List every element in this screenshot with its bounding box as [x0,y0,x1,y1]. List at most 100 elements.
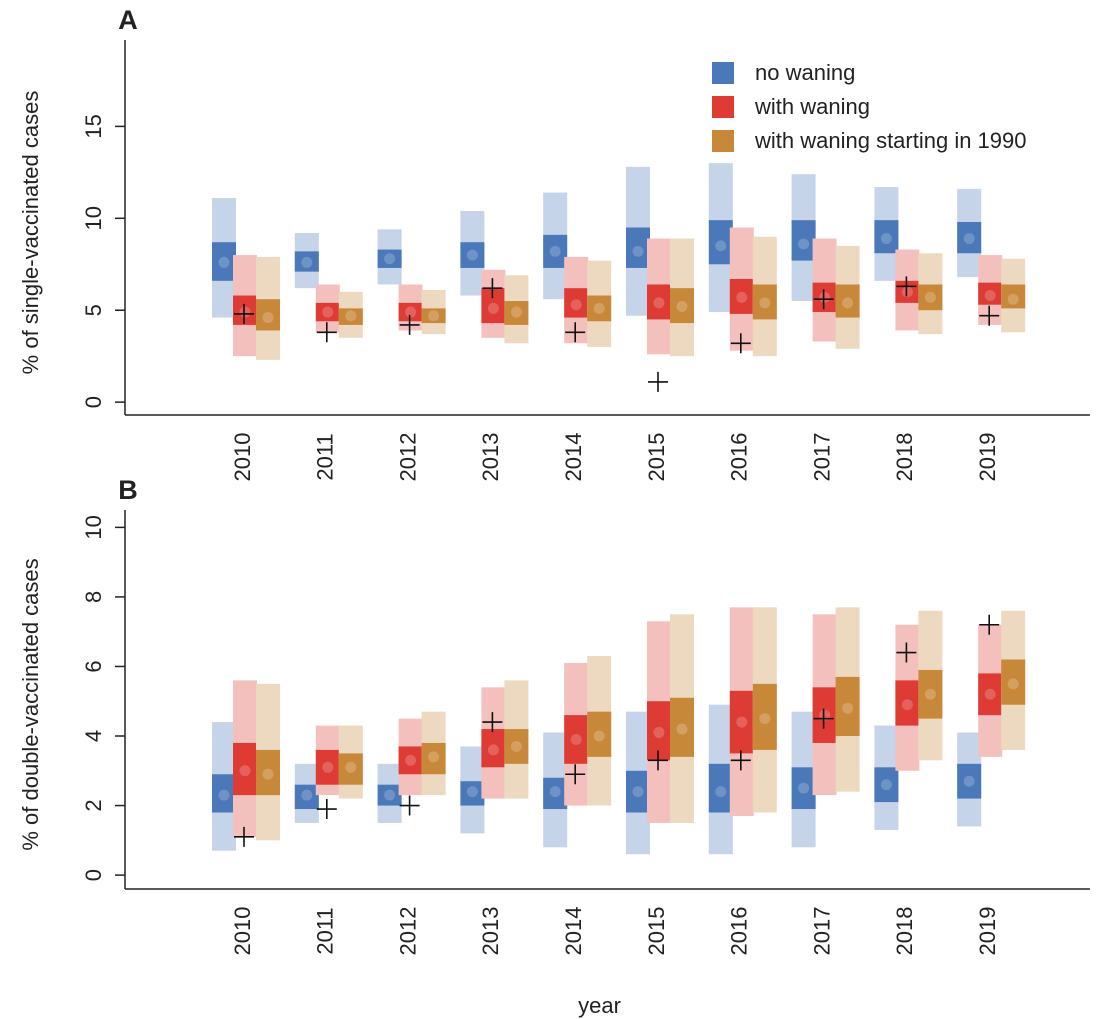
observed-point [730,750,751,771]
observed-point [565,764,586,785]
y-axis-label: % of single-vaccinated cases [18,91,43,375]
median-point [570,299,582,311]
x-tick-label: 2013 [478,907,503,956]
x-tick-label: 2016 [727,433,752,482]
series [256,607,1026,841]
median-point [301,789,313,801]
median-point [736,716,748,728]
median-point [901,286,913,298]
panel-label: B [118,475,138,505]
x-tick-label: 2015 [644,433,669,482]
x-tick-label: 2019 [975,433,1000,482]
median-point [963,775,975,787]
median-point [322,761,334,773]
y-tick-label: 0 [81,396,106,408]
observed-point [234,826,254,847]
observed-point [399,314,420,335]
median-point [487,744,499,756]
observed-point [482,712,503,733]
median-point [593,302,605,314]
x-tick-label: 2011 [313,907,338,954]
x-tick-label: 2014 [561,907,586,956]
x-tick-label: 2017 [809,907,834,956]
x-tick-label: 2013 [478,433,503,482]
median-point [262,312,274,324]
median-point [924,291,936,303]
median-point [322,306,334,318]
observed-point [813,289,834,310]
median-point [262,768,274,780]
median-point [239,765,251,777]
legend-swatch [712,96,734,118]
observed-point [316,799,337,820]
x-tick-label: 2015 [644,907,669,956]
median-point [301,256,313,268]
x-tick-label: 2011 [313,433,338,480]
median-point [653,297,665,309]
legend-swatch [712,62,734,84]
median-point [510,306,522,318]
median-point [570,733,582,745]
y-axis-label: % of double-vaccinated cases [18,558,43,850]
median-point [924,688,936,700]
median-point [653,727,665,739]
series [212,163,982,318]
y-tick-label: 2 [81,799,106,811]
median-point [963,233,975,245]
median-point [345,761,357,773]
median-point [759,297,771,309]
observed-point [482,278,503,299]
median-point [984,688,996,700]
median-point [880,779,892,791]
median-point [736,291,748,303]
median-point [632,786,644,798]
median-point [798,238,810,250]
median-point [676,301,688,313]
median-point [384,253,396,265]
y-tick-label: 10 [81,206,106,230]
x-tick-label: 2012 [395,907,420,956]
median-point [239,306,251,318]
median-point [819,291,831,303]
observed-point [648,750,668,771]
observed-point [565,322,586,343]
median-point [405,306,417,318]
legend-label: no waning [755,60,855,85]
observed-point [316,322,337,343]
median-point [428,751,440,763]
y-tick-label: 0 [81,869,106,881]
legend-label: with waning [754,94,870,119]
panel-label: A [118,5,138,35]
series [256,236,1026,360]
x-tick-label: 2010 [230,907,255,956]
median-point [218,256,230,268]
x-tick-label: 2012 [395,433,420,482]
median-point [632,245,644,257]
median-point [759,713,771,725]
y-tick-label: 8 [81,591,106,603]
legend-swatch [712,130,734,152]
observed-point [234,303,254,324]
median-point [842,297,854,309]
median-point [1007,293,1019,305]
observed-point [896,276,917,297]
median-point [510,740,522,752]
median-point [428,310,440,322]
observed-point [896,642,917,663]
y-tick-label: 5 [81,304,106,316]
median-point [676,723,688,735]
median-point [715,786,727,798]
observed-point [813,708,834,729]
median-point [487,302,499,314]
observed-point [730,333,751,354]
median-point [1007,678,1019,690]
median-point [384,789,396,801]
observed-point [399,795,420,816]
legend-label: with waning starting in 1990 [754,128,1027,153]
median-point [798,782,810,794]
x-axis-label: year [578,993,621,1018]
y-tick-label: 10 [81,515,106,539]
x-tick-label: 2018 [892,433,917,482]
observed-point [979,305,1000,326]
